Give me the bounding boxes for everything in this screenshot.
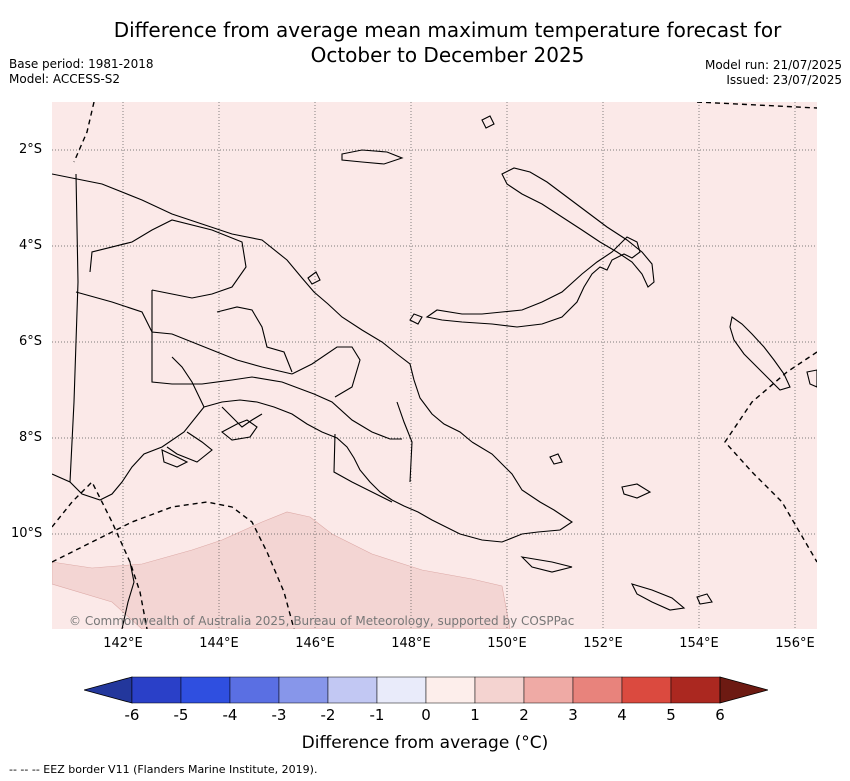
colorbar-tick-label: 1 xyxy=(470,706,480,724)
colorbar-extend-low xyxy=(84,676,133,704)
copyright-text: © Commonwealth of Australia 2025, Bureau… xyxy=(69,614,575,628)
colorbar-tick-label: -6 xyxy=(124,706,140,724)
colorbar-cell xyxy=(327,676,378,704)
meta-right: Model run: 21/07/2025 Issued: 23/07/2025 xyxy=(705,58,842,88)
eez-footnote: -- -- -- EEZ border V11 (Flanders Marine… xyxy=(9,763,318,776)
eez-borders xyxy=(52,102,817,629)
colorbar-cell xyxy=(621,676,672,704)
lon-label-144e: 144°E xyxy=(199,636,239,651)
colorbar-cell xyxy=(229,676,280,704)
colorbar-cell xyxy=(572,676,623,704)
colorbar-tick-label: -2 xyxy=(320,706,336,724)
model-run: Model run: 21/07/2025 xyxy=(704,58,842,72)
map-canvas xyxy=(52,102,817,629)
colorbar-tick-label: -5 xyxy=(173,706,189,724)
lon-label-152e: 152°E xyxy=(583,636,623,651)
colorbar-cell xyxy=(670,676,721,704)
colorbar-tick-label: -3 xyxy=(271,706,287,724)
lon-label-146e: 146°E xyxy=(295,636,335,651)
colorbar-tick-label: 5 xyxy=(666,706,676,724)
colorbar-cell xyxy=(131,676,182,704)
gridlines xyxy=(52,102,817,629)
anomaly-region-1-2 xyxy=(52,511,511,629)
colorbar-tick-label: -4 xyxy=(222,706,238,724)
colorbar-tick-label: -1 xyxy=(369,706,385,724)
map-panel xyxy=(52,102,817,629)
colorbar-cell xyxy=(425,676,476,704)
issued-date: Issued: 23/07/2025 xyxy=(726,73,842,87)
colorbar-label: Difference from average (°C) xyxy=(301,733,549,753)
colorbar-cell xyxy=(523,676,574,704)
meta-left: Base period: 1981-2018 Model: ACCESS-S2 xyxy=(9,57,154,87)
coastlines xyxy=(52,115,817,629)
colorbar-tick-label: 4 xyxy=(617,706,627,724)
chart-title: Difference from average mean maximum tem… xyxy=(0,18,850,68)
colorbar-tick-label: 2 xyxy=(519,706,529,724)
lat-label-8s: 8°S xyxy=(19,430,43,445)
colorbar-extend-high xyxy=(719,676,768,704)
lon-label-148e: 148°E xyxy=(391,636,431,651)
colorbar xyxy=(84,676,768,704)
title-line-2: October to December 2025 xyxy=(310,43,585,67)
lon-label-156e: 156°E xyxy=(775,636,815,651)
lat-label-10s: 10°S xyxy=(11,526,43,541)
colorbar-cell xyxy=(180,676,231,704)
colorbar-tick-label: 6 xyxy=(715,706,725,724)
colorbar-cell xyxy=(376,676,427,704)
lon-label-154e: 154°E xyxy=(679,636,719,651)
lat-label-6s: 6°S xyxy=(19,334,43,349)
colorbar-tick-label: 0 xyxy=(421,706,431,724)
title-line-1: Difference from average mean maximum tem… xyxy=(113,18,782,42)
base-period: Base period: 1981-2018 xyxy=(9,57,154,71)
model-name: Model: ACCESS-S2 xyxy=(9,72,121,86)
lon-label-150e: 150°E xyxy=(487,636,527,651)
lon-label-142e: 142°E xyxy=(103,636,143,651)
lat-label-2s: 2°S xyxy=(19,142,43,157)
lat-label-4s: 4°S xyxy=(19,238,43,253)
colorbar-cell xyxy=(474,676,525,704)
colorbar-cell xyxy=(278,676,329,704)
colorbar-tick-label: 3 xyxy=(568,706,578,724)
